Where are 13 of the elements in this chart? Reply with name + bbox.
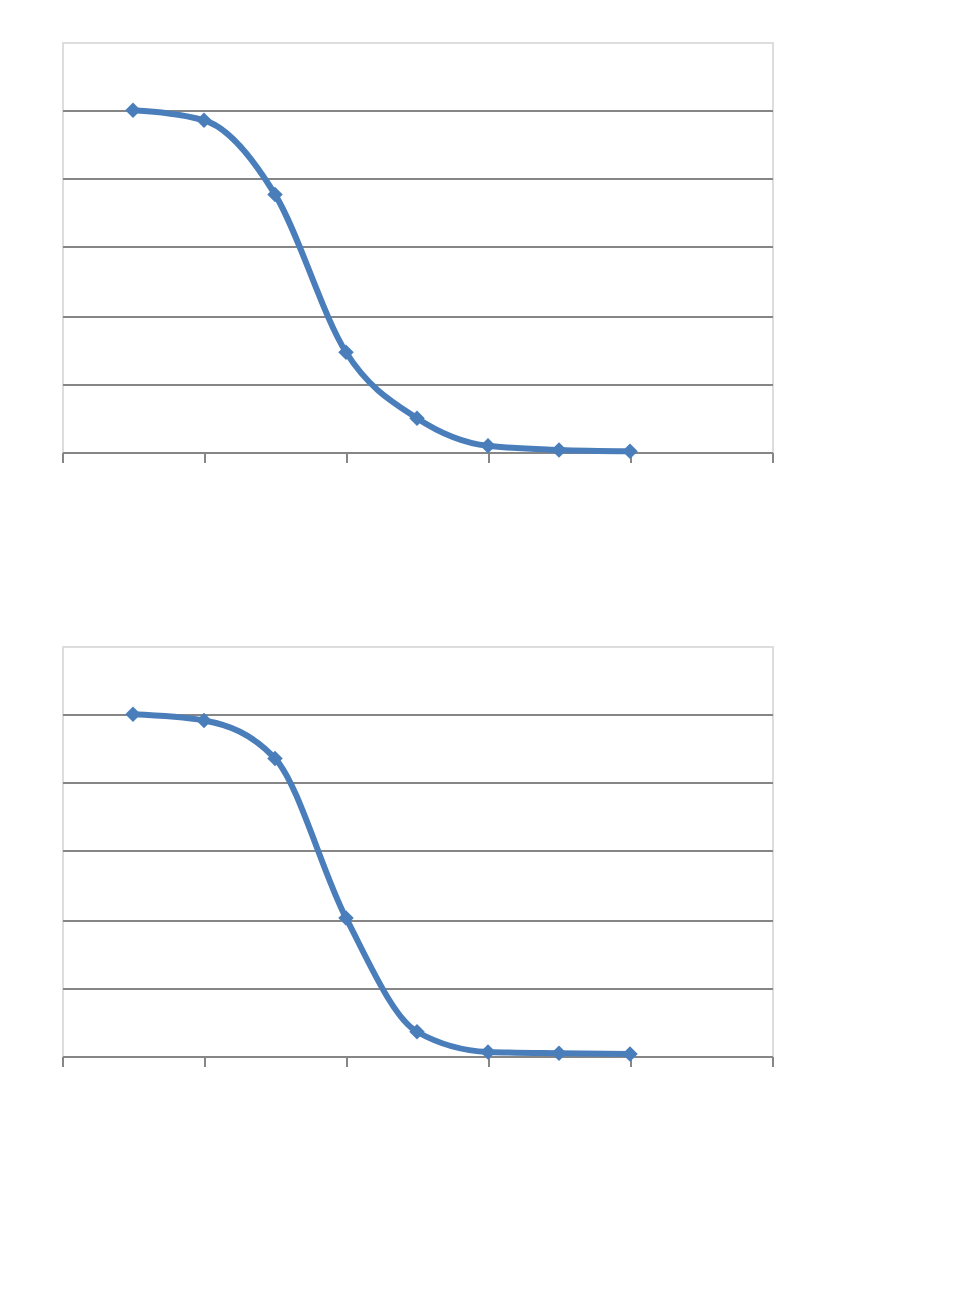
point <box>338 344 354 360</box>
point <box>125 102 141 119</box>
point <box>409 410 425 426</box>
point <box>125 706 141 723</box>
point <box>409 1024 425 1040</box>
point <box>267 186 283 203</box>
point <box>338 910 354 926</box>
point <box>480 1044 496 1060</box>
point <box>196 112 212 128</box>
point <box>196 712 212 729</box>
point <box>622 443 638 460</box>
point <box>480 438 496 454</box>
point <box>267 750 283 767</box>
